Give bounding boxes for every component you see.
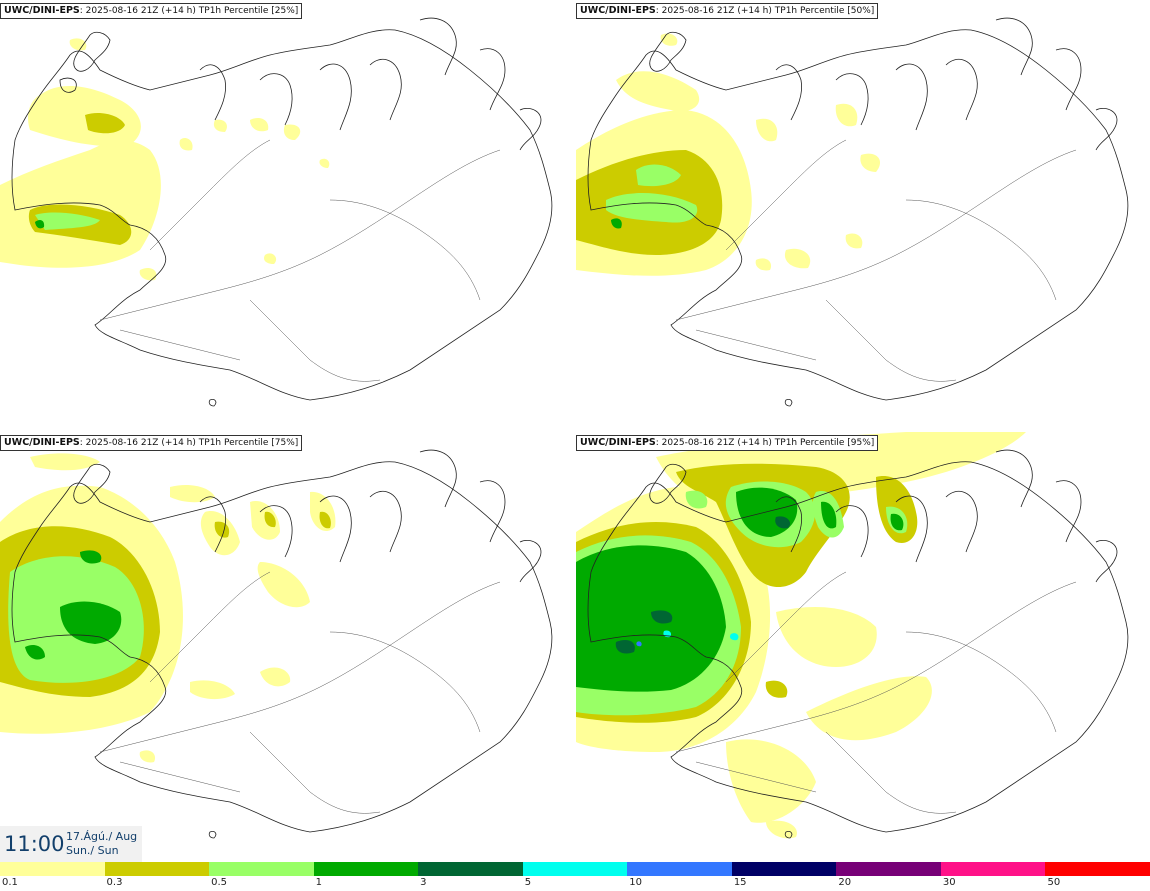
- legend-tick-label: 5: [524, 877, 532, 888]
- map-panel-p75: UWC/DINI-EPS: 2025-08-16 21Z (+14 h) TP1…: [0, 432, 574, 862]
- road-network: [99, 139, 501, 382]
- precip-field: [0, 38, 330, 281]
- legend-tick-label: 30: [942, 877, 956, 888]
- legend-tick-label: 3: [420, 877, 427, 888]
- valid-time: 11:00: [4, 832, 65, 856]
- map-panel-p25: UWC/DINI-EPS: 2025-08-16 21Z (+14 h) TP1…: [0, 0, 574, 430]
- precip-field: [0, 453, 336, 763]
- legend-swatch: [836, 862, 942, 876]
- legend-swatch: [1045, 862, 1150, 876]
- coastline: [587, 449, 1129, 839]
- legend-tick-label: 50: [1047, 877, 1061, 888]
- color-legend: 0.1 0.3 0.5 1 3 5 10 15 20 30 50: [0, 862, 1150, 891]
- valid-day-label: Sun./ Sun: [66, 844, 119, 857]
- legend-swatch: [627, 862, 733, 876]
- legend-tick-label: 15: [733, 877, 747, 888]
- legend-tick-label: 10: [629, 877, 642, 888]
- legend-swatch: [731, 862, 837, 876]
- road-network: [675, 139, 1077, 382]
- legend-swatch: [522, 862, 628, 876]
- valid-date: 17.Ágú./ Aug Sun./ Sun: [66, 830, 137, 858]
- coastline: [11, 17, 553, 407]
- legend-swatch: [418, 862, 524, 876]
- panel-title: UWC/DINI-EPS: 2025-08-16 21Z (+14 h) TP1…: [0, 3, 303, 19]
- legend-swatch: [313, 862, 419, 876]
- road-network: [99, 571, 501, 814]
- precip-map: [0, 449, 553, 839]
- map-panel-p95: UWC/DINI-EPS: 2025-08-16 21Z (+14 h) TP1…: [576, 432, 1150, 862]
- legend-swatch: [104, 862, 210, 876]
- coastline: [11, 449, 553, 839]
- legend-tick-label: 0.1: [2, 877, 18, 888]
- coastline: [587, 17, 1129, 407]
- legend-swatch: [940, 862, 1046, 876]
- legend-swatch: [209, 862, 315, 876]
- panel-title: UWC/DINI-EPS: 2025-08-16 21Z (+14 h) TP1…: [576, 435, 879, 451]
- precip-map: [576, 17, 1129, 407]
- road-network: [675, 571, 1077, 814]
- legend-tick-label: 0.3: [106, 877, 123, 888]
- panel-title: UWC/DINI-EPS: 2025-08-16 21Z (+14 h) TP1…: [0, 435, 303, 451]
- valid-time-box: 11:00 17.Ágú./ Aug Sun./ Sun: [0, 826, 142, 862]
- panel-title: UWC/DINI-EPS: 2025-08-16 21Z (+14 h) TP1…: [576, 3, 879, 19]
- legend-tick-label: 1: [315, 877, 322, 888]
- precip-field: [576, 33, 881, 276]
- legend-tick-label: 0.5: [211, 877, 227, 888]
- legend-tick-label: 20: [838, 877, 852, 888]
- map-panel-p50: UWC/DINI-EPS: 2025-08-16 21Z (+14 h) TP1…: [576, 0, 1150, 430]
- legend-swatch: [0, 862, 106, 876]
- precip-map: [0, 17, 553, 407]
- precip-map: [576, 432, 1129, 839]
- valid-date-label: 17.Ágú./ Aug: [66, 830, 138, 843]
